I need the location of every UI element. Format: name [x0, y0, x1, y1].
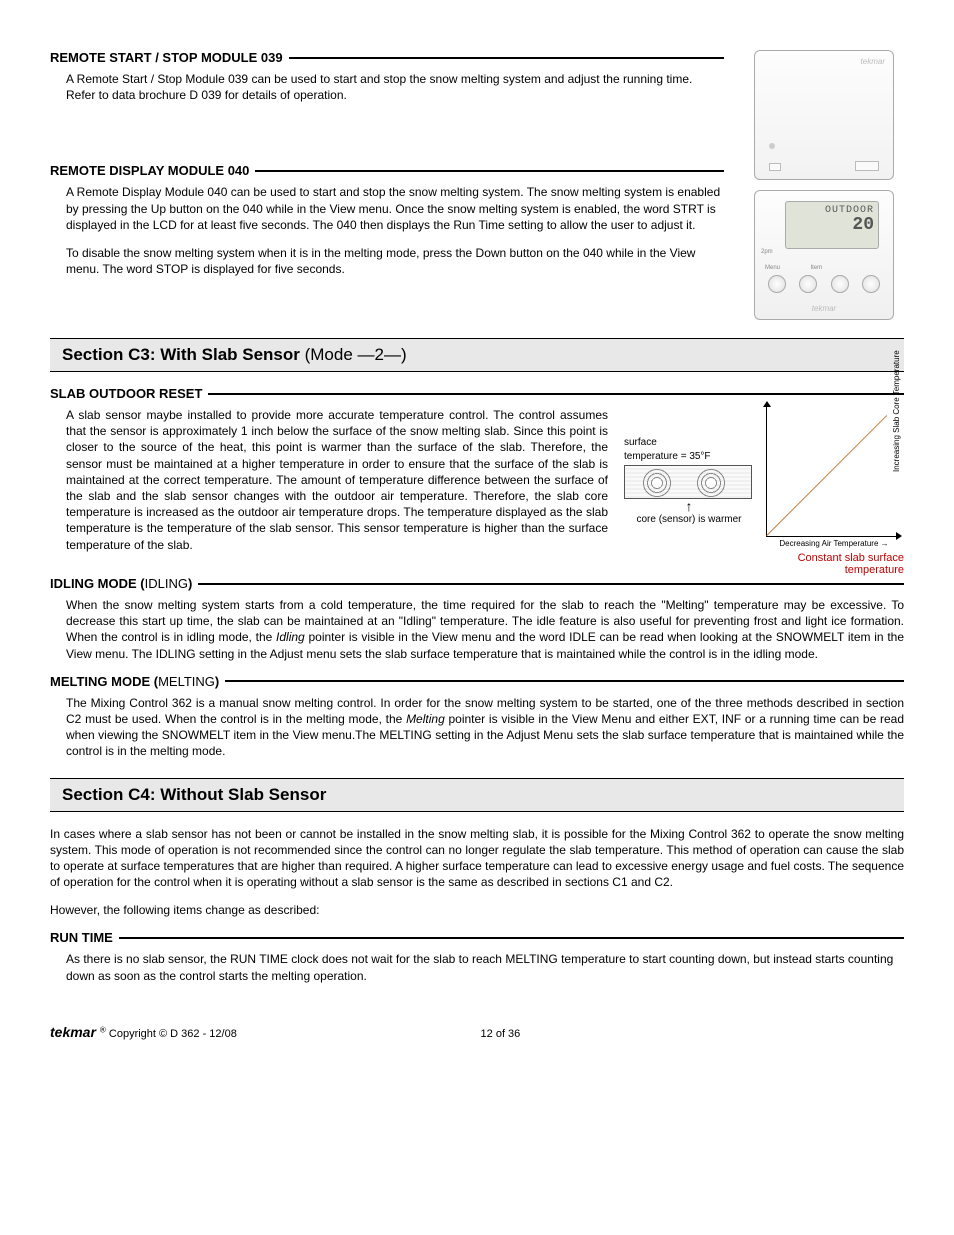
- footer-page: 12 of 36: [481, 1028, 521, 1040]
- menu-b: Item: [810, 265, 822, 271]
- section-c4-title: Section C4: Without Slab Sensor: [62, 785, 326, 804]
- heading-idling-label: IDLING MODE (IDLING): [50, 576, 192, 591]
- body-idling: When the snow melting system starts from…: [66, 597, 904, 662]
- body-039: A Remote Start / Stop Module 039 can be …: [66, 71, 724, 103]
- chart-ylabel: Increasing Slab Core Temperature: [892, 350, 901, 472]
- heading-melting-label: MELTING MODE (MELTING): [50, 674, 219, 689]
- heading-runtime: RUN TIME: [50, 930, 904, 945]
- menu-a: Menu: [765, 265, 780, 271]
- footer-left: tekmar® Copyright © D 362 - 12/08: [50, 1024, 237, 1040]
- module-039-illustration: tekmar: [754, 50, 894, 180]
- idling-i: Idling: [276, 630, 305, 644]
- module-button-icon: [769, 163, 781, 171]
- heading-040: REMOTE DISPLAY MODULE 040: [50, 163, 724, 178]
- section-c3-title: Section C3: With Slab Sensor: [62, 345, 300, 364]
- slab-chart: Increasing Slab Core Temperature Decreas…: [764, 407, 904, 576]
- lcd-side: 2pm: [761, 249, 773, 255]
- heading-rule: [225, 680, 904, 682]
- heading-slab-label: SLAB OUTDOOR RESET: [50, 386, 202, 401]
- body-slab: A slab sensor maybe installed to provide…: [66, 407, 608, 553]
- melting-h1: MELTING MODE (: [50, 674, 158, 689]
- section-c3-bar: Section C3: With Slab Sensor (Mode —2—): [50, 338, 904, 372]
- knob-icon: [862, 275, 880, 293]
- body-runtime: As there is no slab sensor, the RUN TIME…: [66, 951, 904, 983]
- slab-diagram: surface temperature = 35°F ↑ core (senso…: [624, 437, 754, 576]
- heading-039-label: REMOTE START / STOP MODULE 039: [50, 50, 283, 65]
- lcd-line2: 20: [790, 216, 874, 234]
- heading-rule: [119, 937, 904, 939]
- idling-h1: IDLING MODE (: [50, 576, 145, 591]
- heading-idling: IDLING MODE (IDLING): [50, 576, 904, 591]
- right-arrow-icon: →: [881, 539, 889, 548]
- heading-rule: [208, 393, 904, 395]
- idling-h3: ): [188, 576, 192, 591]
- heading-rule: [198, 583, 904, 585]
- body-040-1: A Remote Display Module 040 can be used …: [66, 184, 724, 233]
- chart-xlabel: Decreasing Air Temperature →: [764, 539, 904, 548]
- melting-h3: ): [215, 674, 219, 689]
- knob-icon: [799, 275, 817, 293]
- chart-plot: Increasing Slab Core Temperature: [766, 407, 896, 537]
- c4-intro: In cases where a slab sensor has not bee…: [50, 826, 904, 891]
- footer-copyright: Copyright © D 362 - 12/08: [106, 1028, 237, 1040]
- heading-rule: [255, 170, 724, 172]
- c4-however: However, the following items change as d…: [50, 902, 904, 918]
- slab-top2: temperature = 35°F: [624, 451, 754, 463]
- body-040-2: To disable the snow melting system when …: [66, 245, 724, 277]
- section-c3-mode: (Mode —2—): [300, 345, 407, 364]
- heading-040-label: REMOTE DISPLAY MODULE 040: [50, 163, 249, 178]
- chart-caption: Constant slab surface temperature: [764, 552, 904, 576]
- module-brand: tekmar: [861, 57, 885, 66]
- heading-039: REMOTE START / STOP MODULE 039: [50, 50, 724, 65]
- x-arrow-icon: [896, 532, 902, 540]
- heading-melting: MELTING MODE (MELTING): [50, 674, 904, 689]
- knob-icon: [768, 275, 786, 293]
- slab-sub: core (sensor) is warmer: [624, 514, 754, 525]
- module-port-icon: [855, 161, 879, 171]
- heading-rule: [289, 57, 724, 59]
- knob-icon: [831, 275, 849, 293]
- heading-runtime-label: RUN TIME: [50, 930, 113, 945]
- up-arrow-icon: ↑: [624, 501, 754, 512]
- idling-h2: IDLING: [145, 576, 188, 591]
- y-arrow-icon: [763, 401, 771, 407]
- melting-h2: MELTING: [158, 674, 215, 689]
- heading-slab: SLAB OUTDOOR RESET: [50, 386, 904, 401]
- menu-labels: Menu Item: [765, 265, 883, 271]
- module-led-icon: [769, 143, 775, 149]
- page-footer: tekmar® Copyright © D 362 - 12/08 12 of …: [50, 1024, 904, 1040]
- module-040-illustration: OUTDOOR 20 2pm Menu Item tekmar: [754, 190, 894, 320]
- slab-top1: surface: [624, 437, 754, 449]
- melting-i: Melting: [406, 712, 445, 726]
- chart-line: [766, 415, 887, 536]
- chart-xlabel-text: Decreasing Air Temperature: [779, 539, 878, 548]
- knob-row: [755, 275, 893, 293]
- section-c4-bar: Section C4: Without Slab Sensor: [50, 778, 904, 812]
- lcd-screen: OUTDOOR 20: [785, 201, 879, 249]
- module-brand: tekmar: [755, 304, 893, 313]
- body-melting: The Mixing Control 362 is a manual snow …: [66, 695, 904, 760]
- slab-cross-section-icon: [624, 465, 752, 499]
- footer-brand: tekmar: [50, 1024, 96, 1040]
